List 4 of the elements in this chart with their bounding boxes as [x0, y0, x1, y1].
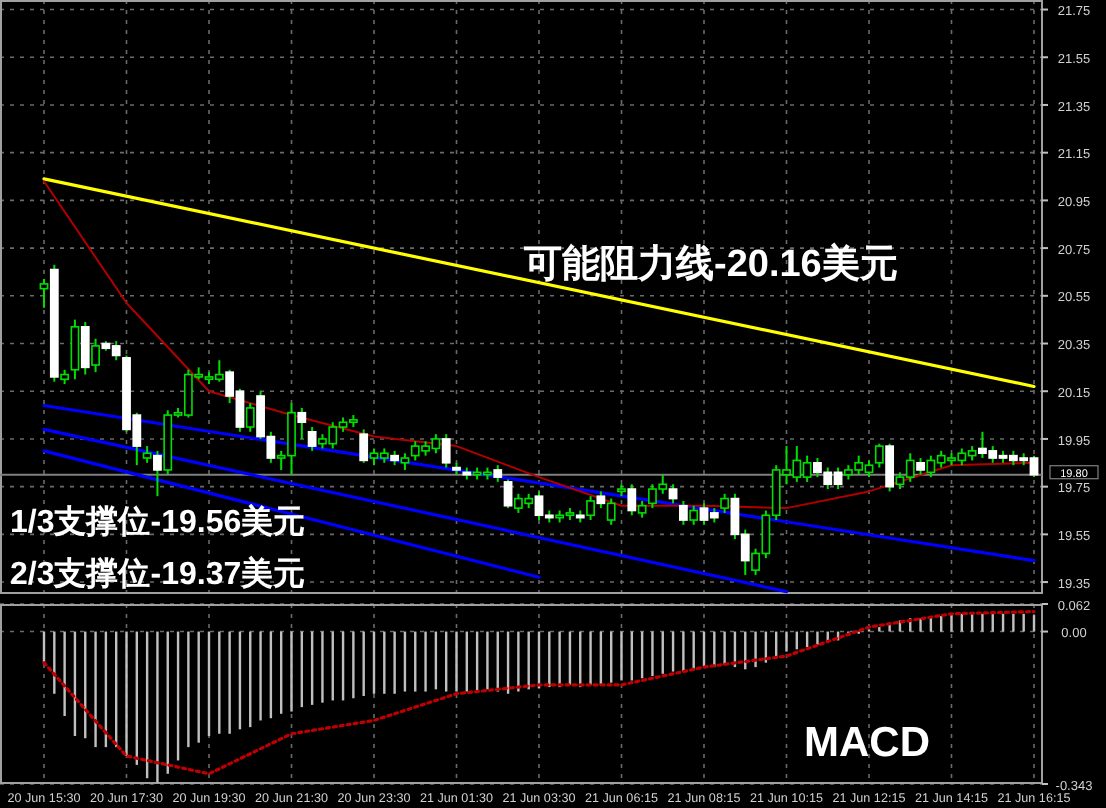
annotation: MACD [804, 720, 930, 766]
annotation: 1/3支撑位-19.56美元 [10, 502, 306, 540]
annotation: 2/3支撑位-19.37美元 [10, 554, 306, 592]
annotation: 可能阻力线-20.16美元 [522, 242, 898, 286]
